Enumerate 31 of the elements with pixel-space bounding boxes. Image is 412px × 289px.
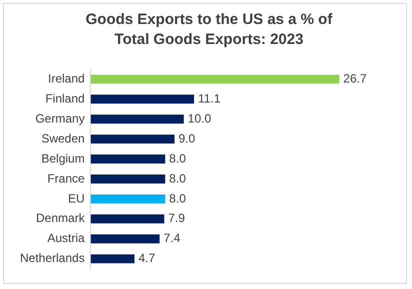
y-tick-label: Germany [35,111,85,126]
y-tick-label: Ireland [48,71,85,86]
y-tick-label: Sweden [41,131,85,146]
bar [90,234,160,244]
data-label: 26.7 [343,71,367,86]
bar [90,94,194,104]
y-tick-label: EU [68,191,85,206]
bar [90,194,166,204]
data-label: 9.0 [178,131,196,146]
bar [90,154,166,164]
chart-title: Goods Exports to the US as a % of Total Goods Exports: 2023 [84,10,334,50]
bar [90,254,134,264]
y-tick-label: Denmark [36,211,86,226]
data-label: 10.0 [188,111,212,126]
data-label: 7.9 [168,211,186,226]
data-label: 4.7 [138,251,156,266]
data-label: 8.0 [169,151,186,166]
data-label: 7.4 [164,231,181,246]
data-label: 11.1 [198,91,221,106]
bar [90,134,174,144]
bar [90,214,164,224]
data-label: 8.0 [169,171,186,186]
y-tick-label: Austria [47,231,86,246]
data-label: 8.0 [169,191,186,206]
y-tick-label: France [47,171,86,186]
bar [90,174,166,184]
bar [90,74,340,84]
bar [90,114,184,124]
y-tick-label: Finland [45,91,85,106]
y-tick-label: Belgium [41,151,85,166]
y-tick-label: Netherlands [20,251,85,266]
